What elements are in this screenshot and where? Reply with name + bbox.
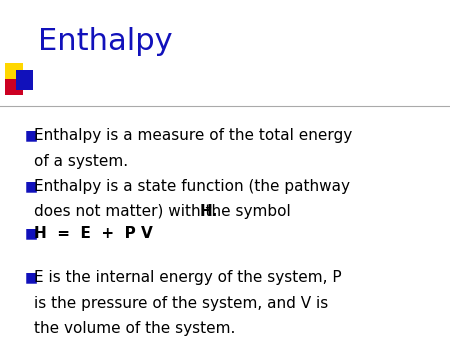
Text: Enthalpy is a measure of the total energy: Enthalpy is a measure of the total energ…	[34, 128, 352, 143]
Text: the volume of the system.: the volume of the system.	[34, 321, 235, 336]
Text: ■: ■	[25, 270, 38, 284]
Text: E is the internal energy of the system, P: E is the internal energy of the system, …	[34, 270, 342, 285]
Text: H.: H.	[200, 204, 218, 219]
Text: H  =  E  +  P V: H = E + P V	[34, 226, 153, 241]
Bar	[5, 79, 22, 95]
Text: ■: ■	[25, 226, 38, 240]
Bar	[16, 70, 33, 90]
Text: Enthalpy is a state function (the pathway: Enthalpy is a state function (the pathwa…	[34, 179, 350, 194]
Bar	[5, 63, 22, 81]
Text: ■: ■	[25, 128, 38, 142]
Text: of a system.: of a system.	[34, 154, 128, 169]
Text: ■: ■	[25, 179, 38, 193]
Text: Enthalpy: Enthalpy	[38, 27, 173, 56]
Text: is the pressure of the system, and V is: is the pressure of the system, and V is	[34, 296, 328, 311]
Text: does not matter) with the symbol: does not matter) with the symbol	[34, 204, 295, 219]
